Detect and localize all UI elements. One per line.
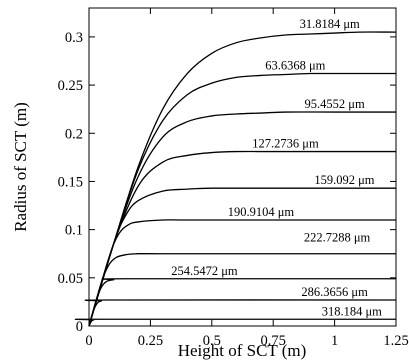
series-label: 63.6368 μm (265, 59, 325, 73)
y-tick-label: 0.25 (58, 78, 83, 94)
series-label: 222.7288 μm (304, 231, 371, 245)
x-tick-labels: 0 0.25 0.5 0.75 1 1.25 (85, 333, 408, 349)
series-line (88, 72, 396, 327)
series-label: 31.8184 μm (300, 17, 360, 31)
x-tick-label: 0.75 (261, 333, 286, 349)
plot-frame (88, 7, 397, 327)
x-tick-label: 0 (85, 333, 92, 349)
x-tick-label: 1 (331, 333, 338, 349)
series-label: 95.4552 μm (305, 97, 365, 111)
x-axis-title: Height of SCT (m) (178, 341, 307, 360)
y-tick-label: 0 (76, 319, 83, 335)
series-labels: 31.8184 μm 63.6368 μm 95.4552 μm 127.2736 μ… (171, 17, 382, 318)
series-line (84, 299, 397, 327)
series-line (75, 318, 397, 327)
y-tick-label: 0.1 (65, 223, 83, 239)
y-tick-labels: 0 0.05 0.1 0.15 0.2 0.25 0.3 (58, 30, 83, 335)
x-tick-label: 0.5 (203, 333, 221, 349)
y-axis-title: Radius of SCT (m) (11, 102, 30, 232)
series-label: 318.184 μm (322, 304, 382, 318)
series-lines (75, 31, 397, 327)
series-line (88, 111, 396, 327)
series-label: 286.3656 μm (301, 285, 368, 299)
series-line (88, 219, 396, 327)
series-line (88, 253, 396, 327)
x-tick-label: 0.25 (138, 333, 163, 349)
series-label: 254.5472 μm (171, 264, 238, 278)
axis-ticks (88, 8, 397, 327)
series-line (88, 278, 397, 327)
x-tick-label: 1.25 (383, 333, 408, 349)
y-tick-label: 0.05 (58, 271, 83, 287)
y-tick-label: 0.3 (65, 30, 83, 46)
series-label: 127.2736 μm (252, 137, 319, 151)
series-line (88, 187, 396, 327)
series-line (88, 31, 397, 327)
y-tick-label: 0.2 (65, 126, 83, 142)
y-tick-label: 0.15 (58, 174, 83, 190)
series-label: 190.9104 μm (228, 205, 295, 219)
series-label: 159.092 μm (314, 173, 374, 187)
